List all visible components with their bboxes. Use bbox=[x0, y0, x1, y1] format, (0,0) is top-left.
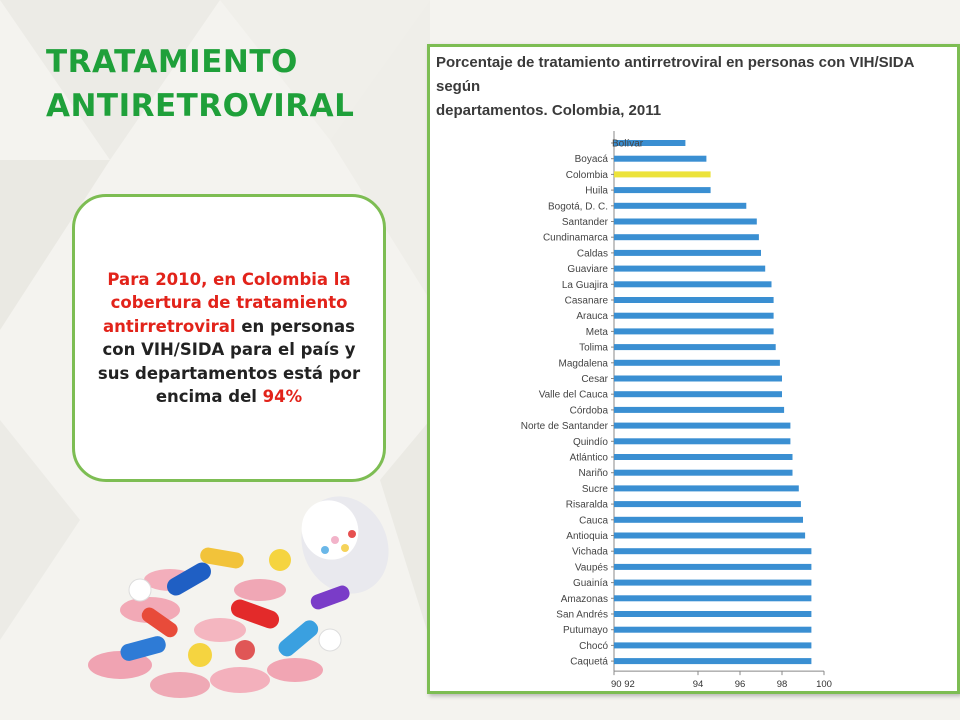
bar bbox=[614, 391, 782, 398]
bar bbox=[614, 579, 812, 586]
category-label: Valle del Cauca bbox=[539, 390, 609, 401]
bar bbox=[614, 140, 686, 146]
category-label: Chocó bbox=[579, 641, 608, 652]
category-label: Casanare bbox=[565, 296, 609, 307]
category-label: Cundinamarca bbox=[543, 233, 608, 244]
category-label: Nariño bbox=[579, 468, 609, 479]
category-label: Norte de Santander bbox=[521, 421, 609, 432]
bar bbox=[614, 516, 803, 523]
bar bbox=[614, 344, 776, 351]
page-title: TRATAMIENTO ANTIRETROVIRAL bbox=[46, 40, 406, 128]
category-label: Bolívar bbox=[612, 139, 644, 150]
bar bbox=[614, 218, 757, 225]
bar bbox=[614, 265, 766, 272]
bar bbox=[614, 563, 812, 570]
category-label: La Guajira bbox=[562, 280, 609, 291]
x-tick-label: 96 bbox=[735, 679, 746, 690]
x-tick-label: 100 bbox=[816, 679, 832, 690]
bar bbox=[614, 642, 812, 649]
bar bbox=[614, 485, 799, 492]
bar bbox=[614, 202, 747, 209]
category-label: Córdoba bbox=[570, 405, 609, 416]
bar bbox=[614, 548, 812, 555]
chart-title-line-1: Porcentaje de tratamiento antirretrovira… bbox=[436, 54, 914, 95]
bar bbox=[614, 469, 793, 476]
category-label: Arauca bbox=[576, 311, 608, 322]
category-label: Cesar bbox=[581, 374, 608, 385]
category-label: Magdalena bbox=[559, 358, 609, 369]
bar bbox=[614, 454, 793, 460]
bar bbox=[614, 187, 711, 194]
category-label: Guainía bbox=[573, 578, 608, 589]
bar bbox=[614, 171, 711, 178]
bar bbox=[614, 375, 782, 382]
title-line-2: ANTIRETROVIRAL bbox=[46, 88, 355, 124]
chart-title-line-2: departamentos. Colombia, 2011 bbox=[436, 102, 662, 119]
bar bbox=[614, 422, 791, 429]
bar bbox=[614, 281, 772, 288]
callout-body-text: en personas con VIH/SIDA para el país y … bbox=[97, 316, 361, 407]
bar bbox=[614, 532, 806, 539]
bar bbox=[614, 328, 774, 335]
category-label: Bogotá, D. C. bbox=[548, 201, 608, 212]
x-tick-label: 90 92 bbox=[611, 679, 635, 690]
bar bbox=[614, 155, 707, 162]
callout-percent: 94% bbox=[262, 387, 303, 406]
pills-illustration bbox=[88, 496, 389, 698]
bar bbox=[614, 359, 780, 366]
bar bbox=[614, 611, 812, 617]
bar bbox=[614, 406, 785, 413]
category-label: Guaviare bbox=[567, 264, 608, 275]
category-label: Risaralda bbox=[566, 500, 609, 511]
category-label: Atlántico bbox=[570, 453, 609, 464]
category-label: Caldas bbox=[577, 248, 608, 259]
pills-pile-icon bbox=[88, 547, 350, 698]
category-label: Antioquia bbox=[566, 531, 608, 542]
category-label: San Andrés bbox=[556, 610, 608, 621]
pill-bottle-icon bbox=[301, 496, 389, 594]
x-tick-label: 94 bbox=[693, 679, 704, 690]
category-label: Huila bbox=[585, 186, 608, 197]
bar bbox=[614, 501, 801, 508]
bar bbox=[614, 658, 812, 665]
bar bbox=[614, 438, 791, 445]
chart-panel: Porcentaje de tratamiento antirretrovira… bbox=[427, 44, 960, 694]
bar bbox=[614, 249, 761, 256]
category-label: Quindío bbox=[573, 437, 608, 448]
category-label: Cauca bbox=[579, 515, 608, 526]
category-label: Vichada bbox=[572, 547, 608, 558]
bar bbox=[614, 595, 812, 602]
bar bbox=[614, 312, 774, 319]
x-tick-label: 98 bbox=[777, 679, 788, 690]
category-label: Vaupés bbox=[575, 562, 608, 573]
chart-title: Porcentaje de tratamiento antirretrovira… bbox=[436, 51, 960, 123]
category-label: Meta bbox=[586, 327, 609, 338]
bar bbox=[614, 297, 774, 303]
category-label: Tolima bbox=[579, 343, 608, 354]
category-label: Sucre bbox=[582, 484, 609, 495]
category-label: Boyacá bbox=[575, 154, 609, 165]
category-label: Colombia bbox=[566, 170, 609, 181]
callout-text: Para 2010, en Colombia la cobertura de t… bbox=[97, 268, 361, 409]
callout-box: Para 2010, en Colombia la cobertura de t… bbox=[72, 194, 386, 482]
bar bbox=[614, 234, 759, 241]
category-label: Caquetá bbox=[570, 657, 608, 668]
bar bbox=[614, 626, 812, 633]
title-line-1: TRATAMIENTO bbox=[46, 44, 298, 80]
callout-highlight-text: Para 2010, en Colombia la cobertura de t… bbox=[102, 269, 351, 336]
category-label: Putumayo bbox=[563, 625, 608, 636]
category-label: Santander bbox=[562, 217, 609, 228]
category-label: Amazonas bbox=[561, 594, 608, 605]
